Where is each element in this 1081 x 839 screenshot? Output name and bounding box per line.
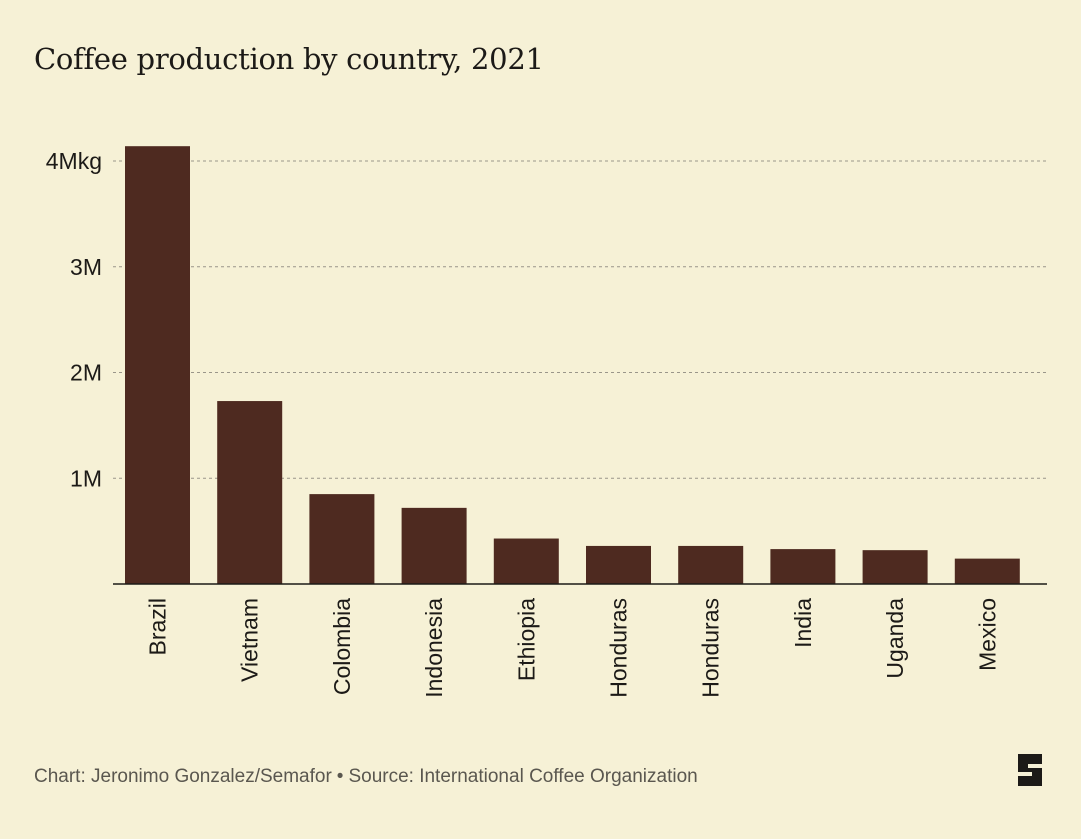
x-tick-label: Vietnam (237, 598, 263, 682)
chart-title: Coffee production by country, 2021 (34, 42, 544, 76)
bar-honduras-5 (586, 545, 651, 584)
bar-uganda-8 (862, 550, 928, 584)
y-tick-label: 1M (70, 465, 102, 491)
bars (125, 146, 1020, 584)
bar-colombia-2 (309, 494, 375, 584)
bar-brazil-0 (125, 146, 190, 584)
separator: • (336, 766, 344, 787)
y-axis-tick-labels: 1M 2M 3M 4Mkg (46, 148, 102, 491)
footer-credit: Chart: Jeronimo Gonzalez/Semafor • Source:… (34, 766, 698, 788)
y-tick-label: 4Mkg (46, 148, 102, 174)
x-tick-label: Honduras (606, 598, 632, 698)
x-tick-label: Indonesia (421, 598, 447, 698)
x-tick-label: Honduras (698, 598, 724, 698)
bar-honduras-6 (678, 545, 744, 584)
x-axis-tick-labels: Brazil Vietnam Colombia Indonesia Ethiopia Ho… (145, 598, 1001, 698)
bar-vietnam-1 (217, 401, 283, 584)
bar-ethiopia-4 (493, 538, 559, 584)
y-tick-label: 2M (70, 360, 102, 386)
x-tick-label: Mexico (974, 598, 1000, 671)
x-tick-label: Brazil (145, 598, 171, 656)
y-tick-label: 3M (70, 254, 102, 280)
semafor-logo-icon (1018, 754, 1042, 786)
bar-india-7 (770, 549, 836, 584)
x-tick-label: Uganda (882, 598, 908, 679)
source-credit: Source: International Coffee Organizatio… (348, 766, 698, 787)
x-tick-label: India (790, 598, 816, 648)
x-tick-label: Colombia (329, 598, 355, 695)
chart-credit: Chart: Jeronimo Gonzalez/Semafor (34, 766, 332, 787)
x-tick-label: Ethiopia (513, 598, 539, 681)
bar-mexico-9 (954, 558, 1020, 584)
bar-indonesia-3 (401, 507, 467, 584)
